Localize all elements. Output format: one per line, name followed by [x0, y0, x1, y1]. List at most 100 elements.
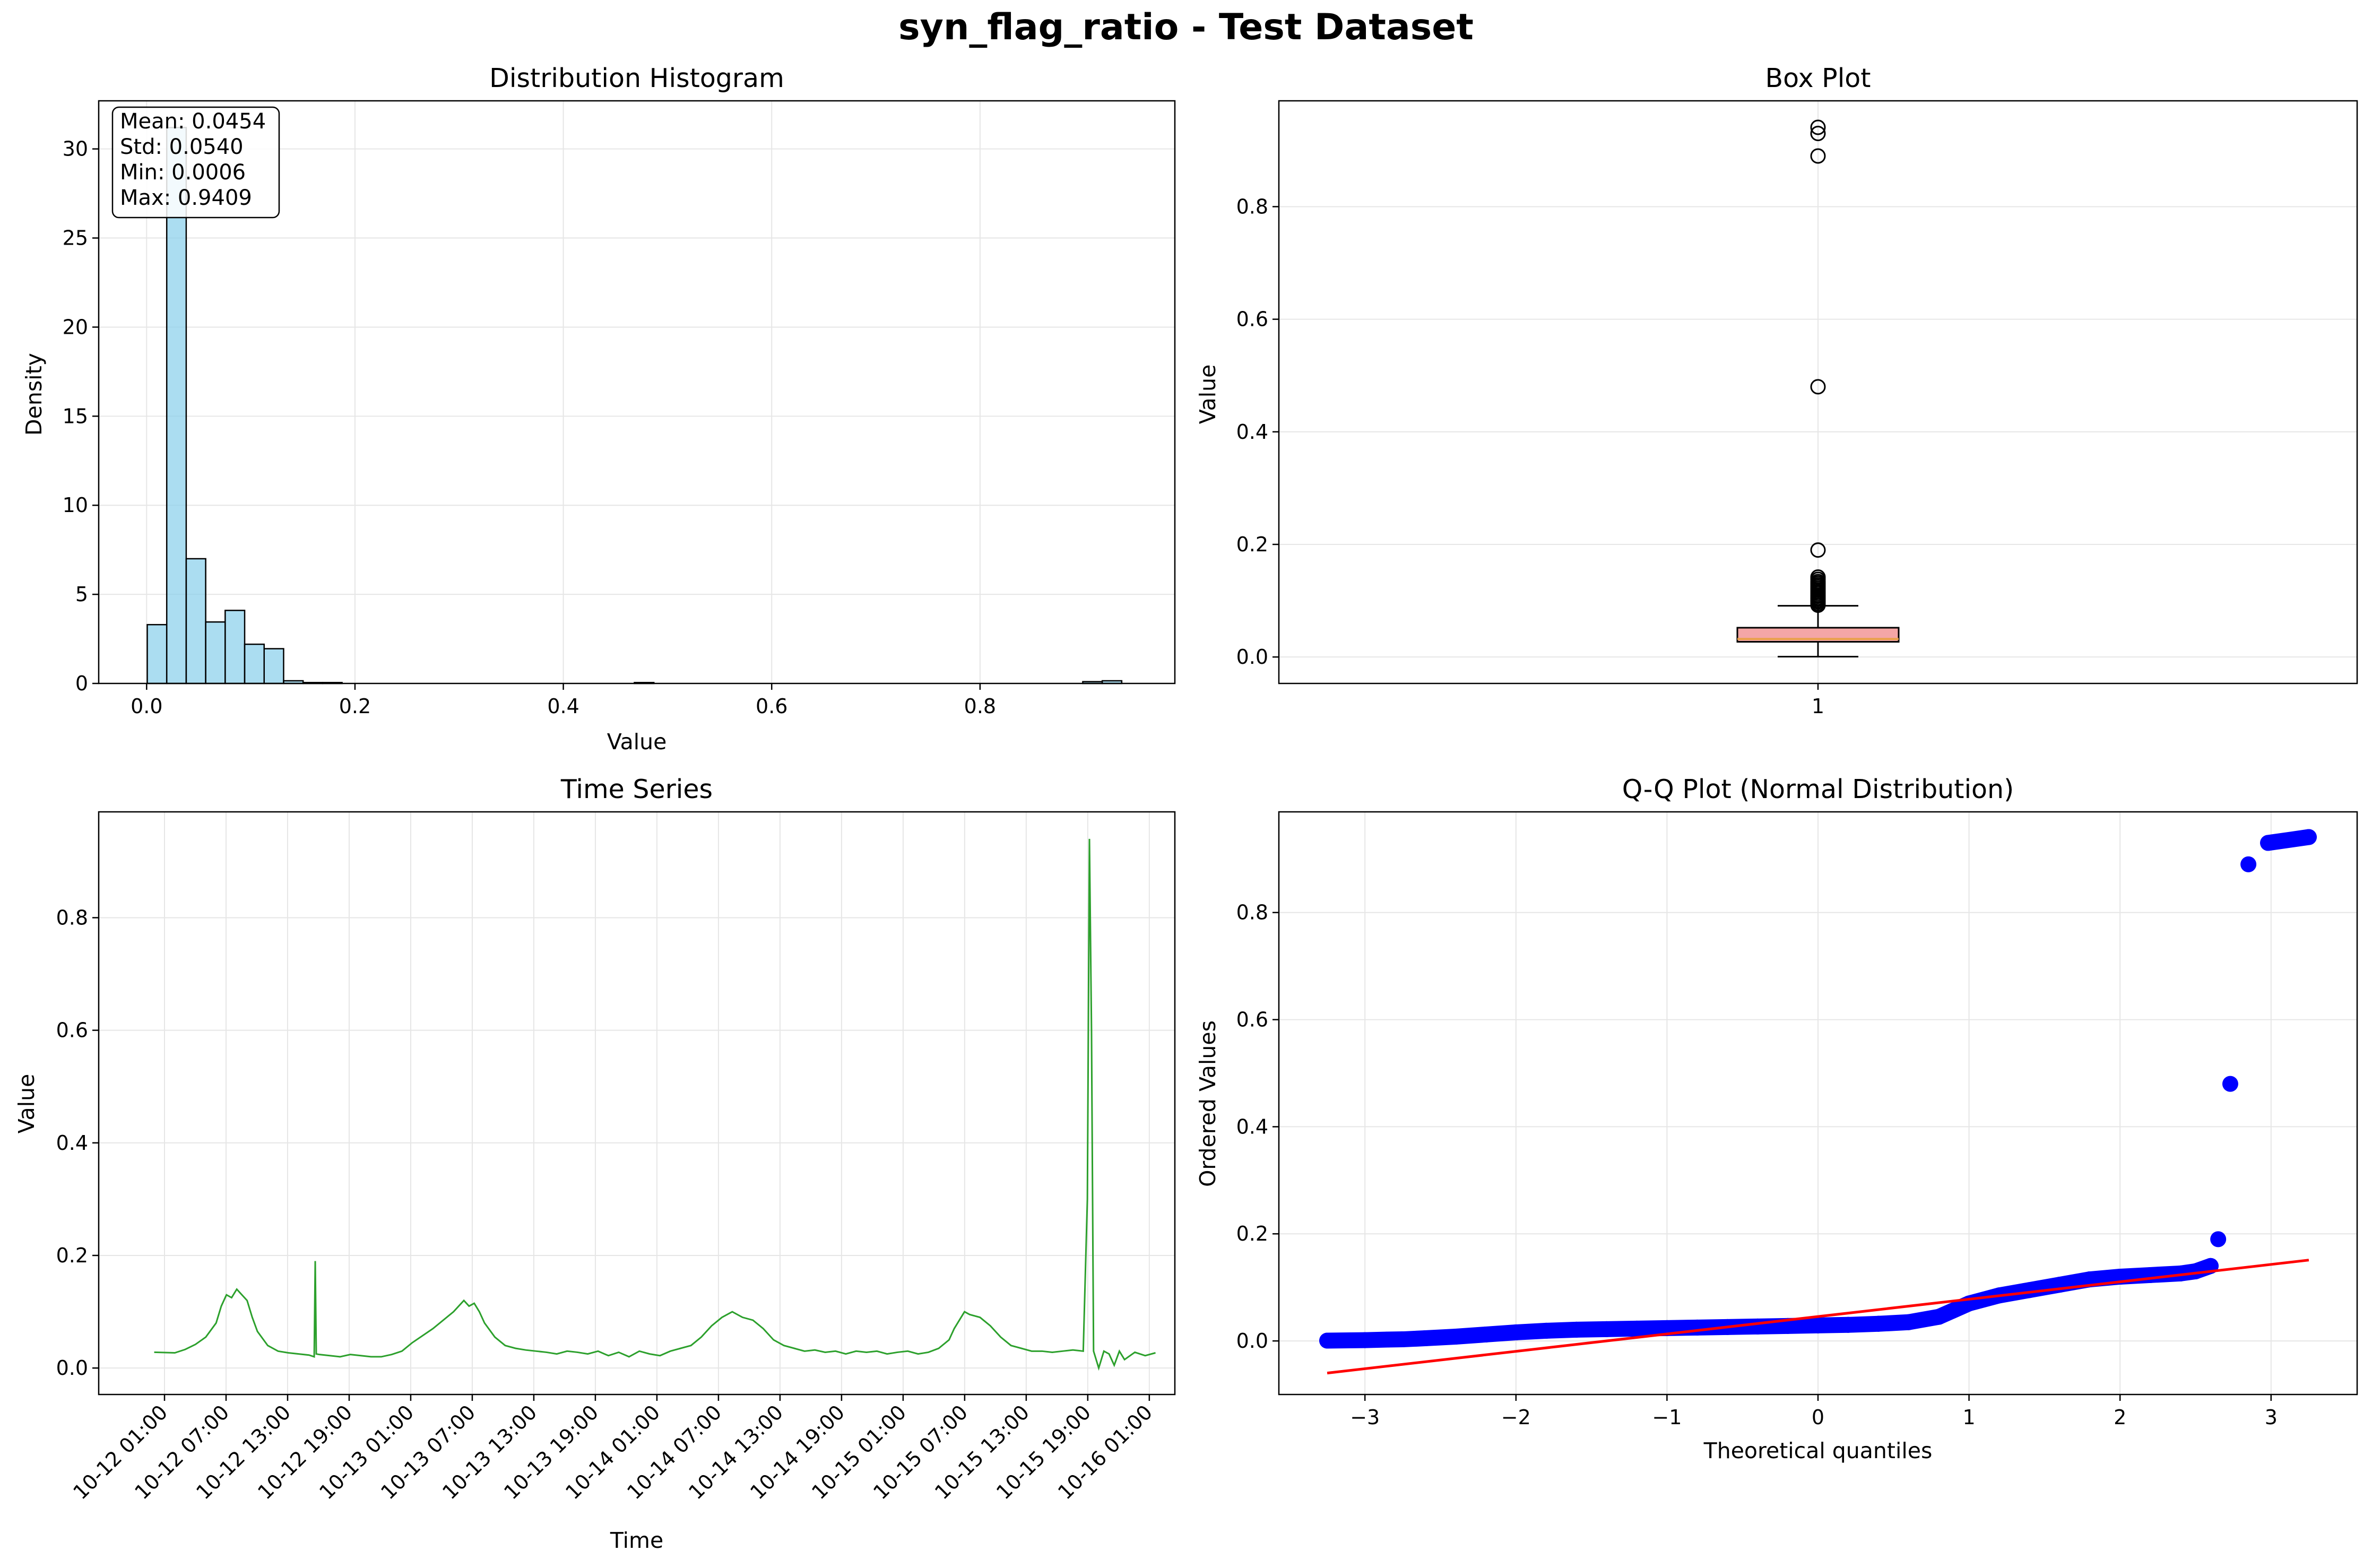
boxplot-outlier [1810, 379, 1826, 395]
qqplot-point [2300, 829, 2317, 845]
histogram-xtick-label: 0.4 [547, 695, 579, 718]
qqplot-xtick-label: 2 [2114, 1406, 2126, 1429]
qqplot-fit-line [1327, 1259, 2309, 1375]
qqplot-point [1689, 1319, 1706, 1336]
qqplot-ytick-label: 0.6 [1236, 1008, 1268, 1032]
qqplot-point [2172, 1265, 2189, 1281]
qqplot-point [1568, 1321, 1585, 1338]
timeseries-ytick-label: 0.4 [56, 1131, 88, 1155]
timeseries-title: Time Series [560, 774, 713, 804]
boxplot-panel: Box Plot Value 0.0 0.2 0.4 0.6 0.8 1 [1195, 63, 2358, 718]
histogram-bar [146, 623, 168, 685]
qqplot-ytick-label: 0.8 [1236, 901, 1268, 924]
boxplot-ylabel: Value [1195, 365, 1220, 425]
figure-title: syn_flag_ratio - Test Dataset [898, 6, 1474, 48]
qqplot-xtick-label: 1 [1963, 1406, 1976, 1429]
qqplot-point [1508, 1324, 1524, 1340]
boxplot-ticks: 0.0 0.2 0.4 0.6 0.8 1 [1236, 195, 1825, 718]
qqplot-point [1840, 1316, 1856, 1333]
histogram-title: Distribution Histogram [489, 63, 784, 93]
histogram-panel: Distribution Histogram Value Density 0 5 1… [21, 63, 1176, 755]
qqplot-point [2082, 1271, 2098, 1288]
qqplot-point [1629, 1320, 1645, 1337]
histogram-ytick-label: 15 [63, 404, 88, 428]
qqplot-point [1659, 1320, 1675, 1336]
boxplot-ytick-label: 0.2 [1236, 533, 1268, 556]
qqplot-point [2260, 835, 2276, 851]
qqplot-point [1447, 1329, 1464, 1345]
qqplot-xtick-label: −2 [1501, 1406, 1531, 1429]
qqplot-ytick-label: 0.4 [1236, 1115, 1268, 1138]
stats-box: Mean: 0.0454 Std: 0.0540 Min: 0.0006 Max… [111, 106, 280, 219]
qqplot-title: Q-Q Plot (Normal Distribution) [1622, 774, 2014, 804]
stats-std: Std: 0.0540 [120, 135, 244, 159]
boxplot-outlier [1810, 542, 1826, 558]
histogram-bar [244, 643, 265, 685]
boxplot-outlier [1810, 148, 1826, 164]
boxplot-title: Box Plot [1765, 63, 1871, 93]
qqplot-xtick-label: −3 [1350, 1406, 1380, 1429]
histogram-xtick-label: 0.6 [756, 695, 787, 718]
qqplot-xlabel: Theoretical quantiles [1703, 1438, 1933, 1463]
histogram-xtick-label: 0.2 [339, 695, 371, 718]
qqplot-point [1780, 1318, 1796, 1334]
qqplot-point [1379, 1331, 1396, 1348]
timeseries-frame [98, 811, 1176, 1396]
qqplot-ytick-label: 0.2 [1236, 1222, 1268, 1245]
qqplot-point [1598, 1321, 1615, 1337]
qqplot-point [1900, 1314, 1917, 1330]
timeseries-ytick-label: 0.8 [56, 906, 88, 929]
timeseries-grid [99, 812, 1175, 1394]
qqplot-panel: Q-Q Plot (Normal Distribution) Theoretic… [1195, 774, 2358, 1463]
qqplot-point [2187, 1263, 2204, 1279]
boxplot-outlier [1810, 126, 1826, 142]
histogram-bar [185, 558, 206, 685]
qqplot-point [1931, 1309, 1947, 1325]
histogram-ytick-label: 0 [75, 672, 88, 695]
timeseries-ytick-label: 0.6 [56, 1019, 88, 1042]
histogram-ylabel: Density [21, 353, 47, 436]
timeseries-line-path [154, 838, 1156, 1371]
stats-max: Max: 0.9409 [120, 186, 252, 210]
qqplot-points [1319, 829, 2317, 1375]
qqplot-xtick-label: −1 [1652, 1406, 1682, 1429]
histogram-xlabel: Value [607, 729, 667, 755]
boxplot-xtick-label: 1 [1812, 695, 1824, 718]
qqplot-point [2210, 1231, 2227, 1248]
histogram-ytick-label: 10 [63, 493, 88, 517]
boxplot-ytick-label: 0.8 [1236, 195, 1268, 218]
qqplot-point [1395, 1331, 1411, 1348]
histogram-ytick-label: 25 [63, 227, 88, 250]
qqplot-point [1357, 1332, 1373, 1348]
qqplot-xtick-label: 3 [2265, 1406, 2278, 1429]
histogram-ytick-label: 5 [75, 583, 88, 606]
qqplot-point [2222, 1076, 2238, 1092]
qqplot-grid [1279, 812, 2357, 1394]
histogram-frame [98, 100, 1176, 685]
qqplot-point [2240, 856, 2257, 872]
qqplot-point [1319, 1332, 1336, 1349]
timeseries-line [154, 838, 1156, 1371]
boxplot-ytick-label: 0.4 [1236, 420, 1268, 444]
qqplot-point [1538, 1322, 1554, 1339]
timeseries-ytick-label: 0.2 [56, 1244, 88, 1267]
boxplot-outlier [1810, 569, 1826, 585]
stats-min: Min: 0.0006 [120, 160, 246, 185]
stats-box-frame [111, 106, 280, 219]
histogram-bar [263, 648, 284, 685]
qqplot-point [2021, 1282, 2038, 1298]
qqplot-point [1750, 1318, 1766, 1335]
qqplot-point [2142, 1267, 2159, 1283]
histogram-ticks: 0 5 10 15 20 25 30 0.0 0.2 0.4 0.6 0.8 [63, 137, 996, 718]
histogram-ytick-label: 30 [63, 137, 88, 161]
histogram-bar [205, 621, 226, 685]
qqplot-point [1870, 1315, 1886, 1332]
boxplot-outlier [1810, 119, 1826, 135]
qqplot-ticks: 0.0 0.2 0.4 0.6 0.8 −3 −2 −1 0 1 2 3 [1236, 901, 2278, 1429]
timeseries-panel: Time Series Time Value 0.00.20.40.60.810… [14, 774, 1176, 1553]
qqplot-point [1417, 1330, 1434, 1347]
qqplot-ytick-label: 0.0 [1236, 1329, 1268, 1353]
boxplot-ytick-label: 0.0 [1236, 645, 1268, 669]
